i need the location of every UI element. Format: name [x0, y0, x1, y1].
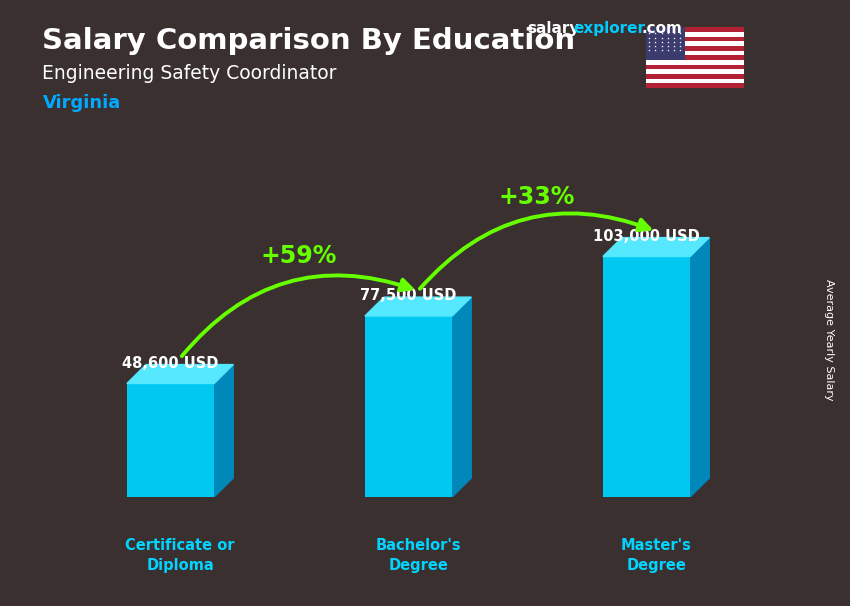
Bar	[646, 50, 744, 55]
FancyBboxPatch shape	[603, 256, 690, 497]
Text: Bachelor's
Degree: Bachelor's Degree	[375, 538, 461, 573]
Text: Average Yearly Salary: Average Yearly Salary	[824, 279, 834, 400]
Bar	[646, 27, 744, 32]
Text: +33%: +33%	[499, 185, 575, 208]
Bar	[646, 65, 744, 69]
Polygon shape	[127, 365, 233, 384]
Bar	[646, 83, 744, 88]
Text: explorer: explorer	[574, 21, 646, 36]
Text: Virginia: Virginia	[42, 94, 121, 112]
Text: Master's
Degree: Master's Degree	[620, 538, 692, 573]
Bar	[646, 41, 744, 46]
Polygon shape	[452, 297, 471, 497]
Bar	[646, 69, 744, 74]
Text: Engineering Safety Coordinator: Engineering Safety Coordinator	[42, 64, 337, 82]
Bar	[646, 74, 744, 79]
Bar	[646, 32, 744, 36]
Bar	[646, 60, 744, 65]
Text: +59%: +59%	[261, 244, 337, 268]
Bar	[646, 46, 744, 50]
Polygon shape	[365, 297, 471, 316]
Polygon shape	[214, 365, 233, 497]
Polygon shape	[690, 238, 709, 497]
Text: 103,000 USD: 103,000 USD	[593, 229, 700, 244]
FancyBboxPatch shape	[365, 316, 452, 497]
FancyBboxPatch shape	[127, 384, 214, 497]
Text: 77,500 USD: 77,500 USD	[360, 288, 456, 304]
Bar	[646, 79, 744, 83]
Bar	[646, 27, 685, 60]
Text: salary: salary	[527, 21, 580, 36]
Bar	[646, 36, 744, 41]
Text: .com: .com	[642, 21, 683, 36]
Text: Certificate or
Diploma: Certificate or Diploma	[125, 538, 235, 573]
Text: 48,600 USD: 48,600 USD	[122, 356, 218, 371]
Bar	[646, 55, 744, 60]
Polygon shape	[603, 238, 709, 256]
Text: Salary Comparison By Education: Salary Comparison By Education	[42, 27, 575, 55]
